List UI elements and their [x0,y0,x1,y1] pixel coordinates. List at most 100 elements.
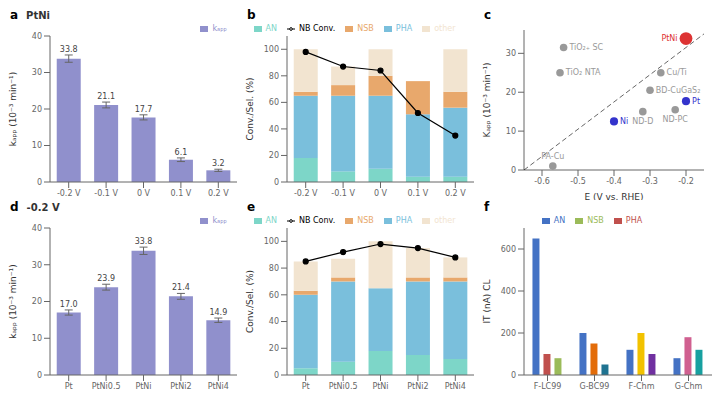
svg-text:21.4: 21.4 [172,283,190,292]
svg-text:Pt: Pt [302,382,310,391]
svg-text:6.1: 6.1 [175,148,188,157]
svg-text:100: 100 [264,237,279,246]
svg-text:-0.6: -0.6 [534,177,550,186]
svg-text:17.0: 17.0 [60,300,78,309]
svg-text:PtNi0.5: PtNi0.5 [329,382,358,391]
html-text:AN: AN [265,24,277,33]
html-text:b: b [247,8,256,22]
html-text:NB Conv.: NB Conv. [299,24,336,33]
svg-text:kₐₚₚ (10⁻³ min⁻¹): kₐₚₚ (10⁻³ min⁻¹) [8,264,18,338]
html-text:other: other [434,24,456,33]
svg-text:20: 20 [32,297,42,306]
svg-text:21.1: 21.1 [97,92,115,101]
svg-text:20: 20 [269,151,279,160]
html-text:d: d [10,200,19,214]
svg-text:20: 20 [269,344,279,353]
svg-text:PtNi: PtNi [661,34,677,43]
svg-text:TiO₂₊ SC: TiO₂₊ SC [568,43,603,52]
svg-text:23.9: 23.9 [97,274,115,283]
svg-text:0.2 V: 0.2 V [208,189,229,198]
html-text:AN: AN [265,216,277,225]
svg-text:30: 30 [32,68,42,77]
svg-text:F-LC99: F-LC99 [534,382,562,391]
svg-text:PtNi4: PtNi4 [445,382,466,391]
svg-text:60: 60 [269,291,279,300]
svg-text:Cu/Ti: Cu/Ti [667,68,687,77]
html-text:NSB: NSB [357,24,374,33]
svg-text:0: 0 [37,371,42,380]
svg-text:PtNi0.5: PtNi0.5 [92,382,121,391]
html-text:kₐₚₚ: kₐₚₚ [212,216,227,225]
svg-text:PtNi: PtNi [372,382,388,391]
svg-text:Ni: Ni [620,117,628,126]
svg-text:G-Chm: G-Chm [675,382,703,391]
svg-text:Conv./Sel. (%): Conv./Sel. (%) [245,77,255,140]
html-text:PtNi: PtNi [26,10,50,21]
svg-text:30: 30 [32,261,42,270]
svg-text:10: 10 [506,127,516,136]
svg-text:40: 40 [269,317,279,326]
svg-text:TiO₂ NTA: TiO₂ NTA [565,68,601,77]
svg-text:3.2: 3.2 [212,159,225,168]
svg-text:0: 0 [511,371,516,380]
svg-text:-0.5: -0.5 [570,177,586,186]
svg-text:ND-PC: ND-PC [662,115,688,124]
svg-text:-0.1 V: -0.1 V [94,189,118,198]
svg-text:33.8: 33.8 [60,45,78,54]
svg-text:IT (nA) CL: IT (nA) CL [482,279,492,323]
svg-text:F-Chm: F-Chm [629,382,655,391]
svg-text:17.7: 17.7 [135,105,153,114]
svg-text:40: 40 [32,32,42,41]
svg-text:ND-D: ND-D [632,117,653,126]
html-text:e: e [247,200,256,214]
svg-text:BD-CuGaS₂: BD-CuGaS₂ [656,86,701,95]
svg-text:400: 400 [501,287,516,296]
html-text:kₐₚₚ: kₐₚₚ [212,24,227,33]
svg-text:10: 10 [32,141,42,150]
svg-text:-0.3: -0.3 [642,177,658,186]
svg-text:10: 10 [32,334,42,343]
svg-text:60: 60 [269,98,279,107]
html-text:PHA: PHA [395,24,413,33]
svg-text:PtNi: PtNi [135,382,151,391]
svg-text:-0.2: -0.2 [678,177,694,186]
svg-text:Pt: Pt [692,97,700,106]
svg-text:-0.4: -0.4 [606,177,622,186]
svg-text:30: 30 [506,49,516,58]
svg-text:PtNi4: PtNi4 [208,382,229,391]
svg-text:20: 20 [506,88,516,97]
svg-text:PtNi2: PtNi2 [170,382,191,391]
svg-text:0 V: 0 V [137,189,151,198]
svg-text:Conv./Sel. (%): Conv./Sel. (%) [245,270,255,333]
svg-text:40: 40 [269,125,279,134]
svg-text:kₐₚₚ (10⁻³ min⁻¹): kₐₚₚ (10⁻³ min⁻¹) [8,72,18,146]
svg-text:100: 100 [264,45,279,54]
svg-text:0: 0 [274,371,279,380]
html-text:-0.2 V: -0.2 V [26,202,60,213]
svg-text:0: 0 [274,178,279,187]
svg-text:E (V vs. RHE): E (V vs. RHE) [584,192,643,200]
svg-text:-0.2 V: -0.2 V [294,189,318,198]
svg-text:0.1 V: 0.1 V [408,189,429,198]
svg-text:0.2 V: 0.2 V [445,189,466,198]
svg-text:0: 0 [37,178,42,187]
svg-text:PtNi2: PtNi2 [407,382,428,391]
svg-text:0 V: 0 V [374,189,388,198]
svg-text:-0.1 V: -0.1 V [331,189,355,198]
svg-text:Pt: Pt [65,382,73,391]
svg-text:14.9: 14.9 [209,308,227,317]
svg-text:80: 80 [269,264,279,273]
svg-text:33.8: 33.8 [135,237,153,246]
svg-text:-0.2 V: -0.2 V [57,189,81,198]
svg-text:Kₐₚₚ (10⁻³ min⁻¹): Kₐₚₚ (10⁻³ min⁻¹) [482,62,492,137]
svg-text:20: 20 [32,105,42,114]
svg-text:200: 200 [501,329,516,338]
svg-text:40: 40 [32,224,42,233]
html-text:a: a [10,8,19,22]
svg-text:PA-Cu: PA-Cu [541,152,564,161]
svg-text:0: 0 [511,166,516,175]
svg-text:600: 600 [501,245,516,254]
svg-text:80: 80 [269,72,279,81]
svg-text:G-BC99: G-BC99 [580,382,610,391]
svg-text:0.1 V: 0.1 V [171,189,192,198]
